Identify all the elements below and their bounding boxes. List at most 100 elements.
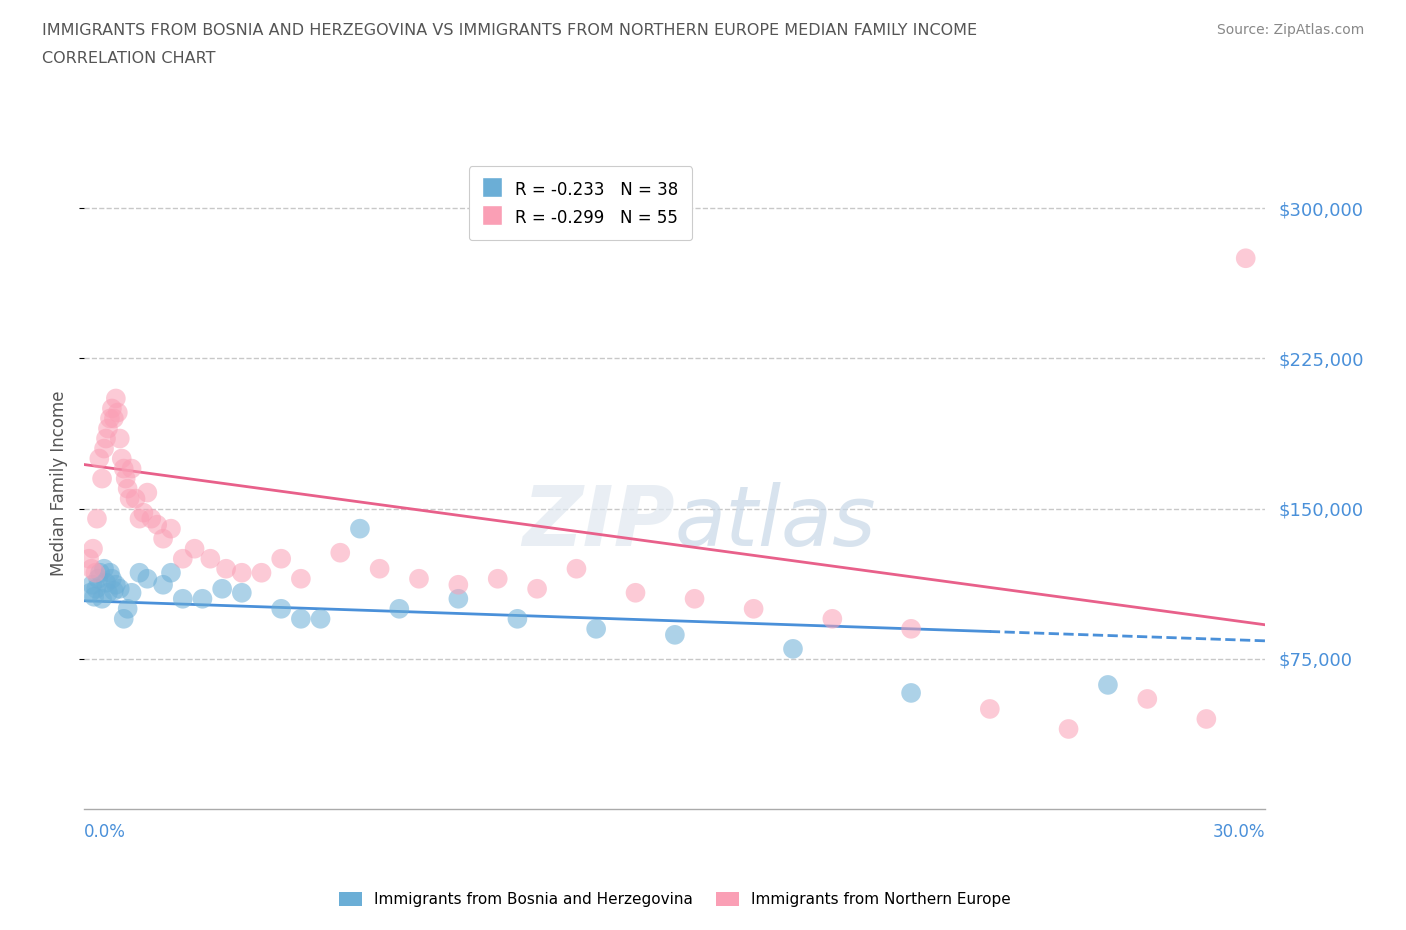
- Point: [486, 571, 509, 586]
- Point: [83, 590, 105, 604]
- Point: [117, 602, 139, 617]
- Point: [1136, 692, 1159, 707]
- Point: [91, 472, 114, 486]
- Point: [1195, 711, 1218, 726]
- Point: [136, 485, 159, 500]
- Point: [111, 451, 134, 466]
- Point: [114, 472, 136, 486]
- Point: [183, 541, 205, 556]
- Point: [98, 565, 121, 580]
- Point: [565, 562, 588, 577]
- Point: [200, 551, 222, 566]
- Point: [215, 562, 238, 577]
- Y-axis label: Median Family Income: Median Family Income: [51, 391, 69, 577]
- Point: [136, 571, 159, 586]
- Point: [211, 581, 233, 596]
- Point: [121, 461, 143, 476]
- Point: [93, 562, 115, 577]
- Text: IMMIGRANTS FROM BOSNIA AND HERZEGOVINA VS IMMIGRANTS FROM NORTHERN EUROPE MEDIAN: IMMIGRANTS FROM BOSNIA AND HERZEGOVINA V…: [42, 23, 977, 38]
- Point: [121, 585, 143, 600]
- Point: [329, 545, 352, 560]
- Point: [683, 591, 706, 606]
- Point: [84, 565, 107, 580]
- Point: [91, 591, 114, 606]
- Point: [160, 521, 183, 536]
- Point: [900, 621, 922, 636]
- Point: [94, 432, 117, 446]
- Point: [172, 591, 194, 606]
- Point: [231, 585, 253, 600]
- Point: [79, 585, 101, 600]
- Text: atlas: atlas: [675, 482, 876, 564]
- Point: [152, 531, 174, 546]
- Legend: Immigrants from Bosnia and Herzegovina, Immigrants from Northern Europe: Immigrants from Bosnia and Herzegovina, …: [333, 885, 1017, 913]
- Text: CORRELATION CHART: CORRELATION CHART: [42, 51, 215, 66]
- Point: [86, 512, 108, 526]
- Point: [108, 581, 131, 596]
- Point: [82, 541, 104, 556]
- Point: [821, 611, 844, 626]
- Point: [506, 611, 529, 626]
- Point: [585, 621, 607, 636]
- Point: [93, 441, 115, 456]
- Point: [231, 565, 253, 580]
- Point: [97, 585, 120, 600]
- Point: [160, 565, 183, 580]
- Point: [309, 611, 332, 626]
- Point: [141, 512, 163, 526]
- Point: [152, 578, 174, 592]
- Point: [77, 551, 100, 566]
- Point: [782, 642, 804, 657]
- Point: [118, 491, 141, 506]
- Point: [103, 411, 125, 426]
- Point: [128, 565, 150, 580]
- Point: [101, 571, 124, 586]
- Point: [664, 628, 686, 643]
- Point: [128, 512, 150, 526]
- Point: [98, 411, 121, 426]
- Text: ZIP: ZIP: [522, 482, 675, 564]
- Point: [107, 405, 129, 420]
- Point: [368, 562, 391, 577]
- Point: [250, 565, 273, 580]
- Point: [290, 611, 312, 626]
- Point: [191, 591, 214, 606]
- Point: [1057, 722, 1080, 737]
- Point: [408, 571, 430, 586]
- Point: [270, 602, 292, 617]
- Point: [388, 602, 411, 617]
- Point: [103, 583, 125, 598]
- Point: [979, 701, 1001, 716]
- Point: [1234, 251, 1257, 266]
- Point: [526, 581, 548, 596]
- Point: [290, 571, 312, 586]
- Point: [112, 461, 135, 476]
- Point: [112, 611, 135, 626]
- Point: [82, 578, 104, 592]
- Point: [89, 451, 111, 466]
- Point: [900, 685, 922, 700]
- Point: [132, 505, 155, 520]
- Point: [447, 578, 470, 592]
- Point: [104, 391, 127, 405]
- Point: [84, 581, 107, 596]
- Text: Source: ZipAtlas.com: Source: ZipAtlas.com: [1216, 23, 1364, 37]
- Point: [89, 565, 111, 580]
- Point: [124, 491, 146, 506]
- Point: [146, 517, 169, 532]
- Point: [117, 481, 139, 496]
- Text: 0.0%: 0.0%: [84, 823, 127, 841]
- Point: [108, 432, 131, 446]
- Point: [87, 571, 110, 586]
- Point: [101, 401, 124, 416]
- Point: [104, 578, 127, 592]
- Text: 30.0%: 30.0%: [1213, 823, 1265, 841]
- Point: [447, 591, 470, 606]
- Point: [1097, 677, 1119, 692]
- Point: [94, 576, 117, 591]
- Point: [80, 562, 103, 577]
- Point: [270, 551, 292, 566]
- Point: [172, 551, 194, 566]
- Point: [742, 602, 765, 617]
- Point: [349, 521, 371, 536]
